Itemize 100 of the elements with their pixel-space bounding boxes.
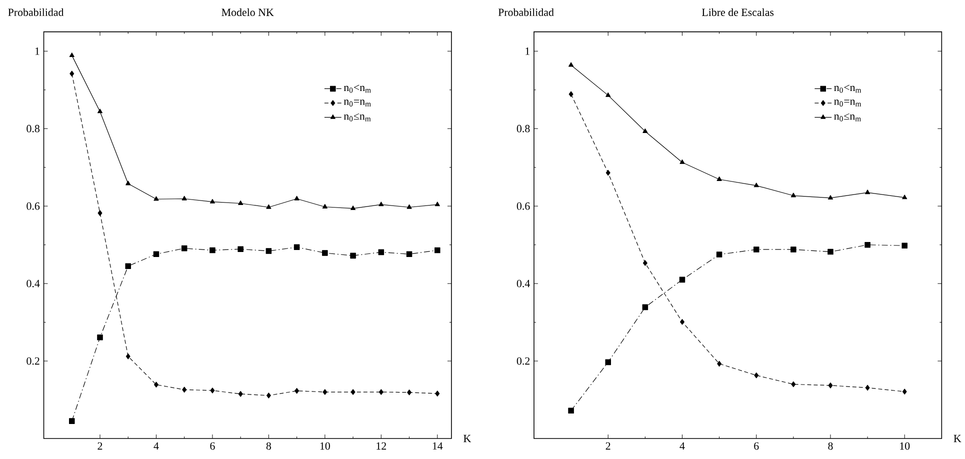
point [98, 210, 102, 216]
point [716, 251, 722, 258]
point [605, 359, 611, 365]
x-tick-label: 2 [606, 442, 610, 450]
point [754, 182, 759, 187]
point [322, 388, 328, 395]
x-tick-label: 8 [266, 442, 272, 450]
point [865, 189, 870, 194]
point [266, 392, 271, 398]
point [406, 204, 412, 209]
point [153, 251, 160, 257]
point [606, 92, 611, 97]
point [434, 201, 440, 206]
point [791, 381, 796, 387]
legend-label: n$_{0}$<n$_{m}$ [344, 84, 371, 93]
y-axis-title: Probabilidad [8, 8, 64, 16]
x-tick-label: 6 [210, 442, 215, 450]
point [238, 390, 243, 397]
point [126, 180, 131, 186]
point [210, 247, 216, 253]
point [266, 204, 272, 209]
point [97, 334, 103, 340]
point [378, 249, 384, 255]
point [154, 196, 159, 201]
point [294, 196, 300, 200]
y-tick-label: 0.4 [26, 280, 40, 288]
point [828, 248, 834, 254]
point [717, 360, 722, 366]
point [154, 382, 158, 388]
point [642, 260, 648, 266]
point [568, 62, 574, 67]
x-tick-label: 10 [320, 442, 330, 450]
x-tick-label: 12 [376, 442, 386, 450]
x-axis-title: K [464, 434, 472, 442]
y-tick-label: 0.4 [516, 280, 530, 288]
point [865, 384, 870, 390]
point [754, 372, 759, 378]
point [378, 388, 384, 395]
x-tick-label: 8 [828, 442, 833, 450]
point [407, 389, 412, 396]
point [69, 52, 74, 57]
point [350, 388, 356, 395]
x-axis-title: K [954, 434, 962, 442]
point [294, 244, 300, 250]
point [902, 194, 908, 199]
point [238, 246, 244, 252]
y-tick-label: 0.2 [26, 357, 40, 365]
x-tick-label: 2 [98, 442, 102, 450]
y-tick-label: 0.8 [516, 124, 530, 132]
point [828, 194, 834, 200]
y-tick-label: 0.6 [516, 202, 530, 210]
point [182, 386, 187, 392]
y-tick-label: 0.6 [26, 202, 40, 210]
point [902, 242, 908, 248]
x-tick-label: 14 [432, 442, 443, 450]
point [790, 246, 796, 252]
x-tick-label: 4 [154, 442, 159, 450]
point [864, 242, 870, 248]
point [642, 128, 648, 133]
point [126, 353, 130, 360]
y-tick-label: 1 [35, 47, 40, 55]
point [568, 408, 574, 414]
point [753, 246, 760, 252]
y-tick-label: 1 [526, 47, 530, 55]
point [181, 245, 188, 252]
legend-label: n$_{0}$≤n$_{m}$ [344, 113, 371, 122]
point [350, 205, 356, 210]
legend-label: n$_{0}$=n$_{m}$ [344, 99, 371, 106]
point [680, 159, 685, 164]
point [210, 198, 215, 204]
legend-label: n$_{0}$<n$_{m}$ [834, 84, 862, 93]
point [322, 250, 328, 256]
legend-label: n$_{0}$=n$_{m}$ [834, 99, 862, 106]
point [378, 201, 384, 206]
chart-title: Libre de Escalas [702, 8, 774, 16]
y-tick-label: 0.2 [516, 357, 530, 365]
point [238, 200, 244, 205]
point [294, 388, 300, 394]
point [70, 70, 74, 76]
point [679, 276, 686, 282]
point [828, 382, 833, 388]
point [716, 176, 722, 181]
point [568, 91, 574, 97]
legend-label: n$_{0}$≤n$_{m}$ [834, 113, 861, 122]
point [350, 252, 356, 258]
x-tick-label: 10 [900, 442, 910, 450]
point [435, 390, 440, 396]
point [182, 196, 187, 200]
x-tick-label: 4 [680, 442, 685, 450]
point [97, 108, 103, 113]
chart-title: Modelo NK [222, 8, 274, 16]
y-tick-label: 0.8 [26, 124, 40, 132]
point [406, 251, 412, 257]
y-axis-title: Probabilidad [498, 8, 554, 16]
x-tick-label: 6 [754, 442, 759, 450]
point [642, 304, 648, 310]
point [266, 248, 272, 254]
point [680, 318, 684, 325]
point [790, 192, 796, 198]
point [125, 263, 131, 269]
